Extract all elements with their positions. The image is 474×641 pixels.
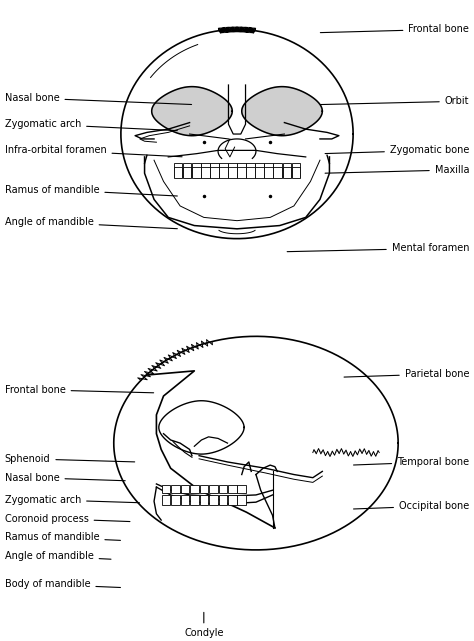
Text: Occipital bone: Occipital bone <box>354 501 469 511</box>
Bar <box>181 485 189 494</box>
Bar <box>162 495 170 505</box>
Bar <box>181 495 189 505</box>
Polygon shape <box>242 87 322 136</box>
Bar <box>237 167 246 178</box>
Bar <box>228 495 237 505</box>
Text: Ramus of mandible: Ramus of mandible <box>5 532 120 542</box>
Bar <box>219 167 228 178</box>
Bar <box>171 495 180 505</box>
Bar <box>228 163 237 176</box>
Bar <box>255 163 264 176</box>
Text: Nasal bone: Nasal bone <box>5 93 191 104</box>
Text: Parietal bone: Parietal bone <box>344 369 469 379</box>
Bar <box>246 167 255 178</box>
Bar <box>219 163 228 176</box>
Text: Frontal bone: Frontal bone <box>5 385 154 395</box>
Text: Ramus of mandible: Ramus of mandible <box>5 185 177 196</box>
Text: Zygomatic bone: Zygomatic bone <box>325 146 469 155</box>
Bar <box>219 495 227 505</box>
Bar <box>192 163 201 176</box>
Text: Body of mandible: Body of mandible <box>5 579 120 590</box>
Bar <box>237 485 246 494</box>
Polygon shape <box>152 87 232 136</box>
Text: Infra-orbital foramen: Infra-orbital foramen <box>5 146 182 157</box>
Bar <box>190 485 199 494</box>
Bar <box>209 495 218 505</box>
Text: Mental foramen: Mental foramen <box>287 244 469 253</box>
Bar <box>246 163 255 176</box>
Bar <box>174 167 182 178</box>
Text: Nasal bone: Nasal bone <box>5 472 125 483</box>
Bar <box>201 163 210 176</box>
Bar <box>219 485 227 494</box>
Text: Angle of mandible: Angle of mandible <box>5 551 111 562</box>
Bar <box>201 167 210 178</box>
Text: Frontal bone: Frontal bone <box>320 24 469 35</box>
Bar <box>209 485 218 494</box>
Bar <box>237 495 246 505</box>
Bar <box>237 163 246 176</box>
Bar <box>183 167 191 178</box>
Bar <box>292 167 300 178</box>
Bar <box>283 167 291 178</box>
Text: Zygomatic arch: Zygomatic arch <box>5 119 177 131</box>
Bar <box>210 163 219 176</box>
Bar <box>210 167 219 178</box>
Text: Temporal bone: Temporal bone <box>354 457 469 467</box>
Bar <box>264 163 273 176</box>
Bar <box>190 495 199 505</box>
Bar <box>283 163 291 176</box>
Bar <box>228 167 237 178</box>
Bar <box>183 163 191 176</box>
Bar <box>273 163 282 176</box>
Bar <box>174 163 182 176</box>
Bar <box>200 495 208 505</box>
Text: Angle of mandible: Angle of mandible <box>5 217 177 229</box>
Bar <box>200 485 208 494</box>
Text: Maxilla: Maxilla <box>325 165 469 175</box>
Bar <box>171 485 180 494</box>
Bar <box>228 485 237 494</box>
Bar <box>192 167 201 178</box>
Bar <box>292 163 300 176</box>
Text: Orbit: Orbit <box>320 96 469 106</box>
Text: Sphenoid: Sphenoid <box>5 454 135 464</box>
Text: Coronoid process: Coronoid process <box>5 513 130 524</box>
Text: Condyle: Condyle <box>184 612 224 638</box>
Text: Zygomatic arch: Zygomatic arch <box>5 495 139 504</box>
Bar <box>162 485 170 494</box>
Bar <box>273 167 282 178</box>
Bar <box>264 167 273 178</box>
Bar <box>255 167 264 178</box>
